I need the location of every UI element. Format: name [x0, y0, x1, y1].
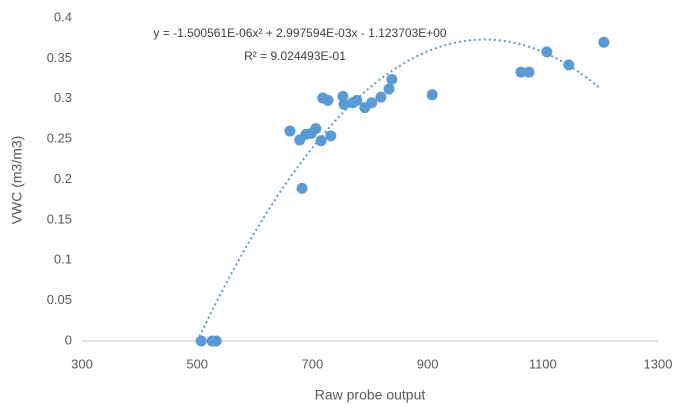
- y-tick-label: 0.25: [47, 131, 72, 146]
- data-point: [366, 97, 378, 109]
- data-point: [351, 94, 363, 106]
- data-point: [195, 335, 207, 347]
- y-tick-label: 0: [65, 332, 72, 347]
- y-tick-label: 0.4: [54, 9, 72, 24]
- data-point: [426, 89, 438, 101]
- y-tick-label: 0.35: [47, 50, 72, 65]
- x-tick-label: 300: [71, 356, 93, 371]
- data-point: [598, 36, 610, 48]
- data-point: [210, 335, 222, 347]
- data-point: [337, 90, 349, 102]
- x-tick-label: 1300: [644, 356, 673, 371]
- y-tick-label: 0.1: [54, 252, 72, 267]
- data-point: [375, 91, 387, 103]
- data-point: [322, 94, 334, 106]
- y-axis-title: VWC (m3/m3): [9, 136, 25, 225]
- x-axis-title: Raw probe output: [315, 387, 426, 403]
- data-point: [310, 123, 322, 135]
- x-tick-label: 500: [186, 356, 208, 371]
- data-point: [523, 66, 535, 78]
- data-point: [541, 46, 553, 58]
- data-point: [383, 83, 395, 95]
- trendline-r-squared: R² = 9.024493E-01: [244, 49, 346, 63]
- data-point: [563, 59, 575, 71]
- y-tick-label: 0.05: [47, 292, 72, 307]
- data-point: [515, 66, 527, 78]
- data-point: [315, 135, 327, 147]
- data-point: [338, 98, 350, 110]
- data-point: [296, 182, 308, 194]
- data-point: [284, 125, 296, 137]
- data-point: [325, 130, 337, 142]
- x-tick-label: 700: [302, 356, 324, 371]
- trendline: [196, 38, 602, 342]
- trendline-equation: y = -1.500561E-06x² + 2.997594E-03x - 1.…: [153, 26, 447, 40]
- data-point: [386, 73, 398, 85]
- y-tick-label: 0.3: [54, 90, 72, 105]
- x-tick-label: 900: [417, 356, 439, 371]
- y-tick-label: 0.2: [54, 171, 72, 186]
- y-tick-label: 0.15: [47, 211, 72, 226]
- x-tick-label: 1100: [529, 356, 557, 371]
